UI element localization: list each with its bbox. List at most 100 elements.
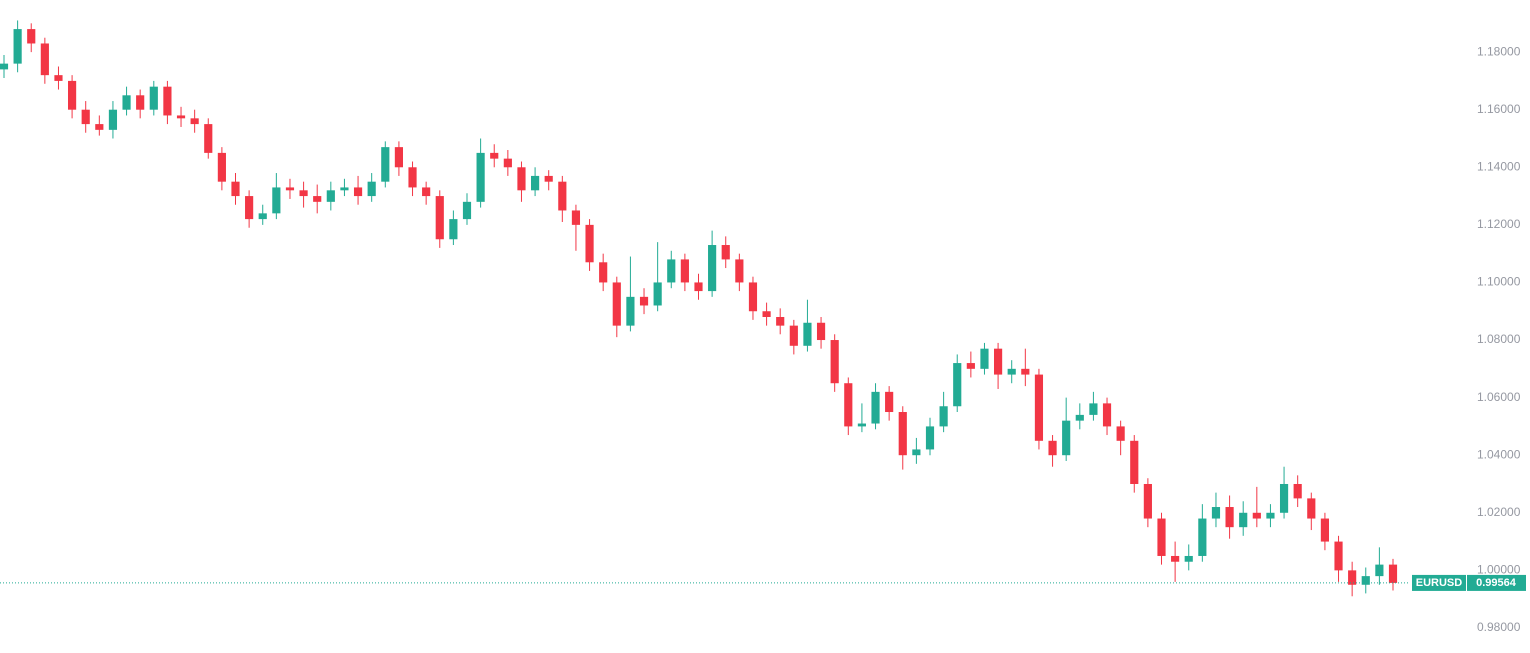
candle-body xyxy=(789,325,798,346)
candle-body xyxy=(966,363,975,369)
candle-body xyxy=(721,245,730,260)
y-tick-label: 1.12000 xyxy=(1477,217,1521,231)
candle-body xyxy=(449,219,458,240)
candle-body xyxy=(994,348,1003,375)
candle-body xyxy=(925,426,935,450)
candle-body xyxy=(258,213,267,220)
candle-body xyxy=(1157,518,1166,556)
candle-body xyxy=(81,109,90,125)
candle-body xyxy=(667,259,676,283)
candle-body xyxy=(531,175,540,191)
candle-body xyxy=(149,86,158,110)
candle-body xyxy=(408,167,417,188)
candle-body xyxy=(1239,512,1248,528)
candle-body xyxy=(898,412,907,456)
candle-body xyxy=(476,152,485,202)
candle-body xyxy=(122,95,131,110)
candle-body xyxy=(1307,498,1316,519)
candle-body xyxy=(1293,483,1302,499)
candle-body xyxy=(299,190,308,197)
candle-body xyxy=(313,196,322,202)
candle-body xyxy=(1211,507,1221,519)
candle-body xyxy=(599,262,608,283)
candle-body xyxy=(217,152,226,182)
candle-body xyxy=(394,147,403,168)
candle-body xyxy=(571,210,581,225)
candle-body xyxy=(27,29,36,44)
candle-body xyxy=(980,348,989,369)
candle-body xyxy=(204,124,213,153)
candle-body xyxy=(776,316,785,326)
candle-body xyxy=(762,311,771,317)
candle-body xyxy=(735,259,744,283)
candle-body xyxy=(353,187,363,197)
candle-body xyxy=(1252,512,1261,519)
y-tick-label: 1.10000 xyxy=(1477,275,1521,289)
candle-body xyxy=(163,86,172,116)
y-tick-label: 1.08000 xyxy=(1477,332,1521,346)
candle-body xyxy=(13,29,22,64)
candle-body xyxy=(885,391,894,413)
candle-body xyxy=(503,158,512,168)
candle-body xyxy=(381,147,390,182)
candle-body xyxy=(748,282,758,312)
candle-body xyxy=(422,187,431,197)
candle-body xyxy=(1034,374,1044,441)
y-tick-label: 1.04000 xyxy=(1477,447,1521,461)
candle-body xyxy=(612,282,621,326)
candle-body xyxy=(1279,483,1289,513)
candle-body xyxy=(857,423,866,427)
candle-body xyxy=(558,181,567,211)
candle-body xyxy=(176,115,186,119)
y-tick-label: 1.06000 xyxy=(1477,390,1521,404)
candle-body xyxy=(1171,555,1180,562)
candle-body xyxy=(68,80,77,110)
candle-body xyxy=(1021,368,1030,375)
candle-body xyxy=(803,322,812,346)
candle-body xyxy=(694,282,703,292)
candle-body xyxy=(939,406,948,427)
candle-body xyxy=(708,245,717,292)
y-tick-label: 0.98000 xyxy=(1477,620,1521,634)
candle-body xyxy=(653,282,662,306)
candle-body xyxy=(830,340,839,384)
candle-body xyxy=(1089,403,1098,415)
candle-body xyxy=(871,391,880,424)
candle-body xyxy=(285,187,295,191)
candle-body xyxy=(136,95,145,110)
candle-body xyxy=(1334,541,1343,571)
candle-body xyxy=(1388,564,1398,583)
candle-body xyxy=(1198,518,1207,556)
candle-body xyxy=(1062,420,1071,456)
candle-body xyxy=(54,75,63,81)
candle-body xyxy=(1102,403,1112,427)
candle-body xyxy=(326,190,335,202)
y-tick-label: 1.02000 xyxy=(1477,505,1521,519)
candle-body xyxy=(680,259,689,283)
candle-body xyxy=(1320,518,1329,542)
candle-body xyxy=(1130,440,1139,484)
candle-body xyxy=(1266,512,1275,519)
candle-body xyxy=(1348,570,1357,585)
y-tick-label: 1.00000 xyxy=(1477,563,1521,577)
candle-body xyxy=(626,296,635,326)
price-badge xyxy=(1467,574,1526,591)
candle-body xyxy=(367,181,376,197)
candle-body xyxy=(1225,507,1234,528)
candle-body xyxy=(953,363,962,407)
candle-body xyxy=(95,124,104,130)
candle-body xyxy=(108,109,118,130)
candle-body xyxy=(844,383,853,427)
y-tick-label: 1.18000 xyxy=(1477,44,1521,58)
candle-body xyxy=(462,201,472,220)
last-price-label: 0.99564 xyxy=(1476,577,1517,589)
y-tick-label: 1.14000 xyxy=(1477,159,1521,173)
candle-body xyxy=(231,181,240,197)
candle-body xyxy=(1184,555,1193,562)
candle-body xyxy=(1361,576,1370,585)
candle-body xyxy=(1116,426,1125,441)
y-tick-label: 1.16000 xyxy=(1477,102,1521,116)
candle-body xyxy=(1143,483,1152,519)
candle-body xyxy=(490,152,499,159)
